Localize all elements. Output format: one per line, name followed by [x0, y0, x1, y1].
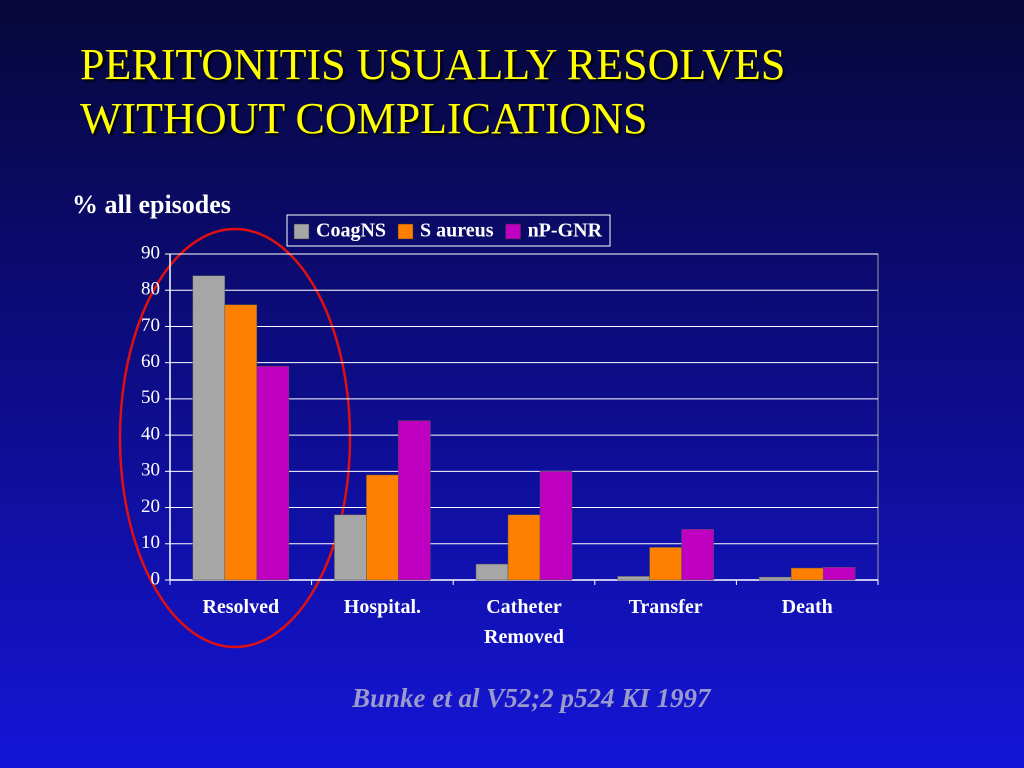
y-tick-label: 70 — [141, 315, 160, 336]
y-tick-label: 0 — [151, 568, 161, 589]
bar — [758, 576, 792, 581]
legend-label: CoagNS — [316, 220, 386, 242]
x-tick-label: Hospital. — [343, 596, 422, 618]
bar — [192, 275, 226, 581]
bar — [539, 471, 573, 581]
bar — [224, 304, 258, 581]
y-tick-label: 60 — [141, 351, 160, 372]
y-tick-label: 10 — [141, 532, 160, 553]
bar — [398, 420, 431, 581]
bar — [507, 514, 541, 581]
bar — [475, 563, 509, 581]
bar — [681, 529, 714, 581]
legend-swatch — [293, 223, 310, 240]
legend-swatch — [397, 223, 414, 240]
slide-title: PERITONITIS USUALLY RESOLVES WITHOUT COM… — [80, 40, 786, 143]
bar — [366, 474, 399, 581]
y-tick-label: 80 — [141, 279, 160, 300]
y-axis-label: % all episodes — [72, 190, 231, 219]
bar — [256, 366, 290, 581]
x-tick-label: Catheter Removed — [484, 596, 564, 648]
y-tick-label: 50 — [141, 387, 160, 408]
legend-label: S aureus — [420, 220, 494, 242]
x-tick-label: Transfer — [628, 596, 703, 618]
bar — [617, 576, 650, 581]
bar — [790, 567, 824, 581]
bar — [334, 514, 367, 581]
y-tick-label: 20 — [141, 496, 160, 517]
y-tick-label: 90 — [141, 242, 160, 263]
legend-swatch — [505, 223, 521, 240]
y-tick-label: 30 — [141, 460, 160, 481]
bar — [649, 547, 682, 581]
highlight-ellipse — [118, 227, 352, 649]
y-tick-label: 40 — [141, 423, 160, 444]
bar — [822, 567, 856, 581]
x-tick-label: Death — [781, 596, 833, 618]
x-tick-label: Resolved — [202, 596, 280, 618]
legend-box — [286, 214, 611, 247]
legend-label: nP-GNR — [528, 220, 603, 242]
source-note: Bunke et al V52;2 p524 KI 1997 — [351, 683, 712, 713]
